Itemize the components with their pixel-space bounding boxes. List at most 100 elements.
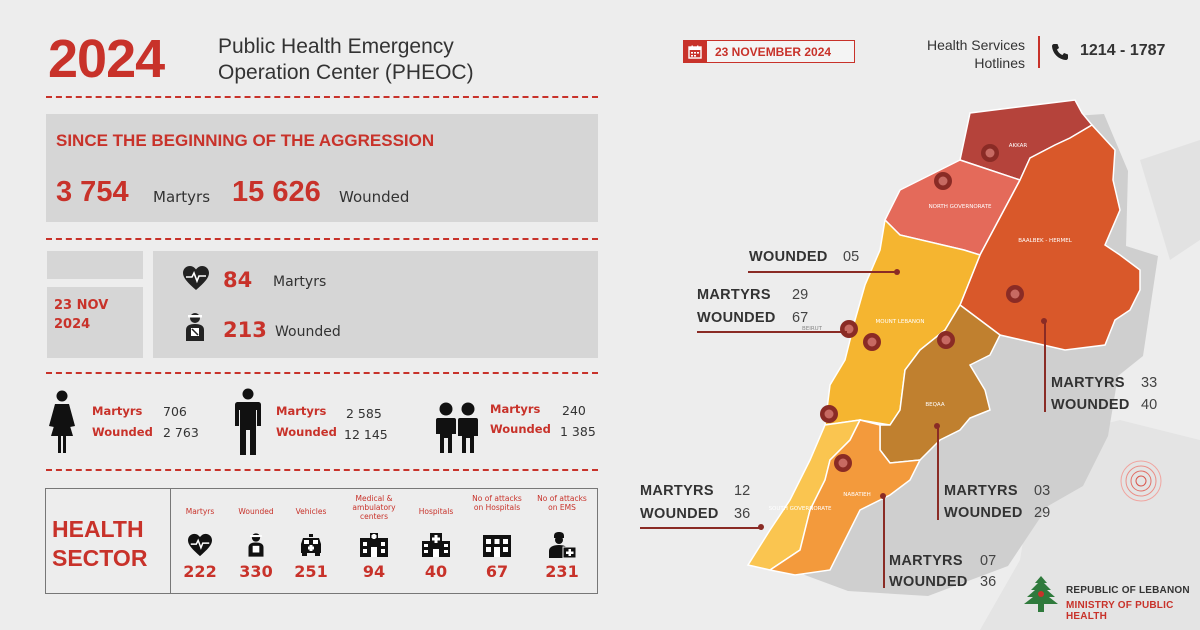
woman-icon — [47, 390, 77, 458]
hs-martyrs: Martyrs 222 — [171, 494, 229, 581]
target-icon — [1120, 460, 1162, 502]
north-wounded-label: WOUNDED — [749, 249, 828, 265]
women-wounded-value: 2 763 — [163, 425, 199, 440]
marker-baalbek — [1006, 285, 1024, 303]
women-martyrs-label: Martyrs — [92, 404, 143, 418]
hs-vehicles-value: 251 — [294, 562, 328, 581]
divider — [46, 372, 598, 374]
hotlines-label-line1: Health Services — [926, 37, 1025, 53]
mount-wounded-label: WOUNDED — [697, 310, 776, 326]
daily-date-line1: 23 NOV — [54, 298, 109, 313]
hs-attacks-ems-value: 231 — [545, 562, 579, 581]
hs-wounded: Wounded 330 — [227, 494, 285, 581]
heartbeat-icon — [171, 530, 229, 560]
report-date: 23 NOVEMBER 2024 — [715, 44, 832, 59]
nabatieh-wounded-label: WOUNDED — [889, 574, 968, 590]
region-label-beirut: BEIRUT — [802, 326, 823, 332]
baalbek-wounded-value: 40 — [1141, 397, 1158, 413]
nabatieh-martyrs-value: 07 — [980, 553, 997, 569]
hs-attacks-hospitals: No of attacks on Hospitals 67 — [468, 494, 526, 581]
map-markers — [820, 144, 1024, 472]
hs-vehicles: Vehicles 251 — [282, 494, 340, 581]
leader-line — [697, 331, 847, 333]
region-label-akkar: AKKAR — [1009, 143, 1028, 149]
region-label-mount-lebanon: MOUNT LEBANON — [876, 319, 925, 325]
leader-line — [748, 271, 898, 273]
divider — [46, 469, 598, 471]
hospital-attack-icon — [468, 530, 526, 560]
children-martyrs-value: 240 — [562, 403, 586, 418]
beqaa-martyrs-label: MARTYRS — [944, 483, 1018, 499]
south-martyrs-value: 12 — [734, 483, 751, 499]
leader-line — [937, 426, 939, 520]
totals-title: SINCE THE BEGINNING OF THE AGGRESSION — [56, 131, 435, 150]
background-land — [1140, 140, 1200, 260]
baalbek-martyrs-label: MARTYRS — [1051, 375, 1125, 391]
daily-date-tab — [47, 251, 143, 279]
phone-icon — [1050, 42, 1070, 66]
leader-line — [640, 527, 762, 529]
hotline-numbers: 1214 - 1787 — [1080, 42, 1166, 59]
org-title: Public Health Emergency Operation Center… — [218, 34, 474, 86]
calendar-icon — [683, 40, 707, 63]
hs-attacks-hospitals-label: No of attacks on Hospitals — [472, 494, 522, 512]
region-label-nabatieh: NABATIEH — [843, 492, 871, 498]
hs-martyrs-label: Martyrs — [185, 507, 215, 516]
region-baalbek — [959, 124, 1141, 351]
hs-wounded-value: 330 — [239, 562, 273, 581]
beqaa-martyrs-value: 03 — [1034, 483, 1051, 499]
medical-center-icon — [345, 530, 403, 560]
beqaa-wounded-value: 29 — [1034, 505, 1051, 521]
year-title: 2024 — [48, 29, 165, 89]
heartbeat-icon — [182, 265, 210, 295]
divider — [46, 96, 598, 98]
total-wounded-value: 15 626 — [232, 176, 321, 208]
marker-beirut — [840, 320, 858, 338]
health-sector-title: HEALTH SECTOR — [52, 515, 147, 573]
org-title-line1: Public Health Emergency — [218, 35, 454, 58]
nabatieh-wounded-value: 36 — [980, 574, 997, 590]
hs-vehicles-label: Vehicles — [295, 507, 327, 516]
footer-ministry: MINISTRY OF PUBLIC HEALTH — [1066, 600, 1174, 622]
daily-wounded-value: 213 — [223, 318, 267, 342]
daily-date: 23 NOV 2024 — [54, 296, 108, 334]
beqaa-wounded-label: WOUNDED — [944, 505, 1023, 521]
paramedic-icon — [533, 530, 591, 560]
marker-south — [820, 405, 838, 423]
hs-hospitals: Hospitals 40 — [407, 494, 465, 581]
north-wounded-value: 05 — [843, 249, 860, 265]
daily-panel — [153, 251, 598, 358]
baalbek-wounded-label: WOUNDED — [1051, 397, 1130, 413]
children-martyrs-label: Martyrs — [490, 402, 541, 416]
daily-wounded-label: Wounded — [275, 324, 341, 340]
marker-nabatieh — [834, 454, 852, 472]
footer-republic: REPUBLIC OF LEBANON — [1066, 585, 1190, 596]
total-martyrs-label: Martyrs — [153, 188, 211, 206]
report-date-badge: 23 NOVEMBER 2024 — [683, 40, 855, 63]
hs-medical-centers-label: Medical & ambulatory centers — [352, 494, 396, 521]
health-sector-divider — [170, 488, 171, 594]
daily-date-line2: 2024 — [54, 317, 91, 332]
leader-line — [883, 496, 885, 588]
mount-martyrs-value: 29 — [792, 287, 809, 303]
hs-medical-centers-value: 94 — [362, 562, 386, 581]
men-wounded-value: 12 145 — [344, 427, 388, 442]
hs-attacks-hospitals-value: 67 — [485, 562, 509, 581]
daily-martyrs-label: Martyrs — [273, 274, 327, 290]
region-label-north: NORTH GOVERNORATE — [929, 204, 992, 210]
hotlines-label-line2: Hotlines — [974, 55, 1025, 71]
children-wounded-label: Wounded — [490, 422, 551, 436]
hospital-icon — [407, 530, 465, 560]
injured-person-icon — [227, 530, 285, 560]
region-label-beqaa: BEQAA — [925, 402, 944, 408]
total-wounded-label: Wounded — [339, 188, 410, 206]
region-label-baalbek: BAALBEK - HERMEL — [1018, 238, 1073, 244]
health-sector-title-line2: SECTOR — [52, 545, 148, 571]
south-wounded-label: WOUNDED — [640, 506, 719, 522]
hotline-separator — [1038, 36, 1040, 68]
lebanon-map: AKKAR NORTH GOVERNORATE BAALBEK - HERMEL… — [746, 99, 1200, 630]
daily-martyrs-value: 84 — [223, 268, 253, 292]
nabatieh-martyrs-label: MARTYRS — [889, 553, 963, 569]
women-wounded-label: Wounded — [92, 425, 153, 439]
injured-person-icon — [183, 312, 207, 346]
